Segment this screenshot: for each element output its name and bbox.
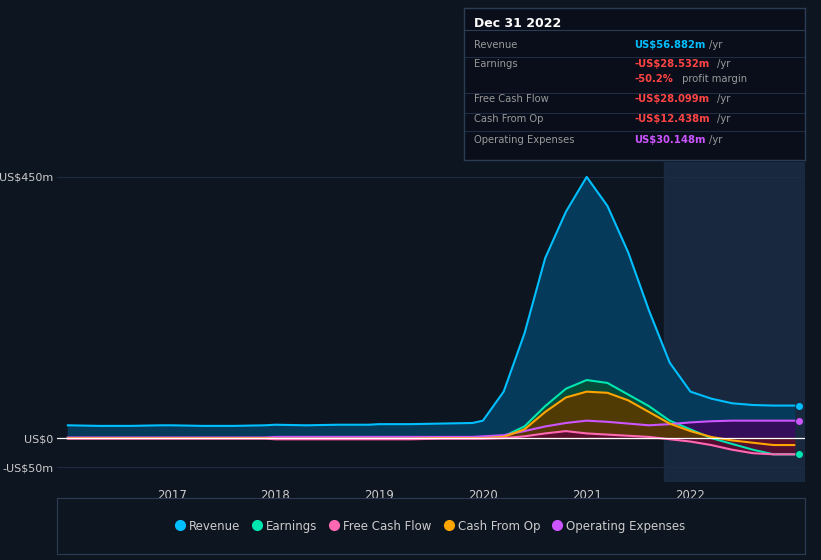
- Text: /yr: /yr: [709, 40, 722, 50]
- Text: /yr: /yr: [717, 114, 730, 124]
- Text: /yr: /yr: [717, 94, 730, 104]
- Text: -50.2%: -50.2%: [635, 74, 673, 85]
- Text: -US$28.099m: -US$28.099m: [635, 94, 709, 104]
- Text: Free Cash Flow: Free Cash Flow: [474, 94, 548, 104]
- Legend: Revenue, Earnings, Free Cash Flow, Cash From Op, Operating Expenses: Revenue, Earnings, Free Cash Flow, Cash …: [172, 515, 690, 538]
- Text: /yr: /yr: [717, 59, 730, 69]
- Text: US$56.882m: US$56.882m: [635, 40, 705, 50]
- Text: -US$28.532m: -US$28.532m: [635, 59, 709, 69]
- Text: /yr: /yr: [709, 135, 722, 145]
- Bar: [664, 162, 805, 482]
- Text: Revenue: Revenue: [474, 40, 517, 50]
- Text: Cash From Op: Cash From Op: [474, 114, 544, 124]
- Text: Earnings: Earnings: [474, 59, 518, 69]
- Text: Dec 31 2022: Dec 31 2022: [474, 17, 562, 30]
- Text: US$30.148m: US$30.148m: [635, 135, 706, 145]
- Text: -US$12.438m: -US$12.438m: [635, 114, 710, 124]
- Text: Operating Expenses: Operating Expenses: [474, 135, 575, 145]
- Text: profit margin: profit margin: [679, 74, 747, 85]
